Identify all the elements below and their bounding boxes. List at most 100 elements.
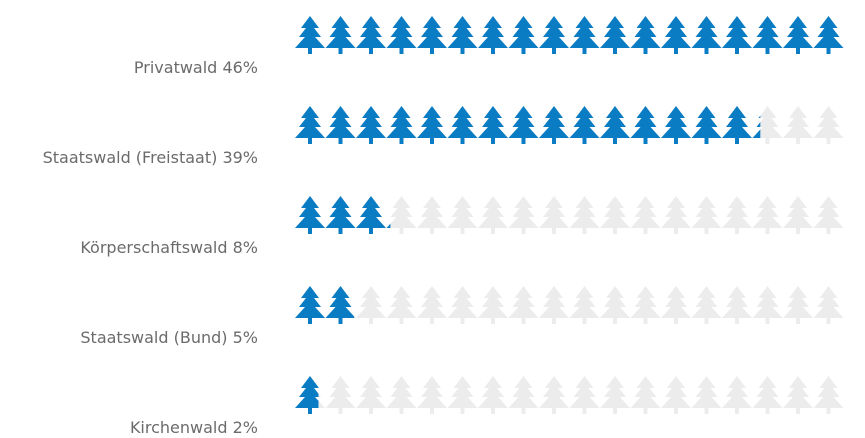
filled-trees — [295, 286, 355, 324]
pine-tree-icon-empty — [722, 196, 752, 234]
tree-row — [295, 286, 844, 324]
pine-tree-icon-filled — [295, 106, 325, 144]
pine-tree-icon-empty — [691, 376, 722, 414]
pine-tree-icon-filled — [325, 196, 356, 234]
pine-tree-icon-filled — [783, 16, 813, 54]
pine-tree-icon-empty — [722, 376, 752, 414]
pine-tree-icon-filled — [447, 106, 478, 144]
pine-tree-icon-empty — [569, 196, 600, 234]
filled-trees — [295, 16, 844, 54]
pine-tree-icon-empty — [325, 376, 356, 414]
pine-tree-icon-empty — [600, 376, 630, 414]
row-label: Staatswald (Bund) 5% — [0, 328, 258, 348]
pine-tree-icon-filled — [600, 106, 630, 144]
pine-tree-icon-filled — [508, 16, 539, 54]
pine-tree-icon-empty — [691, 196, 722, 234]
pine-tree-icon-empty — [478, 196, 508, 234]
row-label: Staatswald (Freistaat) 39% — [0, 148, 258, 168]
tree-pictogram — [295, 16, 844, 414]
category-value-label: 2% — [232, 418, 258, 437]
category-value-label: 5% — [232, 328, 258, 347]
pine-tree-icon-filled — [295, 286, 325, 324]
pine-tree-icon-empty — [661, 376, 691, 414]
pine-tree-icon-filled — [752, 16, 783, 54]
pine-tree-icon-filled — [295, 376, 319, 414]
pine-tree-icon-empty — [569, 286, 600, 324]
pine-tree-icon-filled — [386, 106, 417, 144]
pine-tree-icon-empty — [508, 376, 539, 414]
pine-tree-icon-filled — [325, 16, 356, 54]
pine-tree-icon-filled — [539, 106, 569, 144]
pine-tree-icon-empty — [783, 196, 813, 234]
pine-tree-icon-filled — [539, 16, 569, 54]
pine-tree-icon-empty — [417, 196, 447, 234]
filled-trees — [295, 106, 761, 144]
pine-tree-icon-filled — [386, 16, 417, 54]
pine-tree-icon-empty — [752, 196, 783, 234]
pine-tree-icon-empty — [752, 106, 783, 144]
pine-tree-icon-empty — [813, 106, 844, 144]
pine-tree-icon-empty — [722, 286, 752, 324]
pine-tree-icon-empty — [417, 286, 447, 324]
pine-tree-icon-empty — [813, 376, 844, 414]
row-label: Körperschaftswald 8% — [0, 238, 258, 258]
pine-tree-icon-filled — [569, 106, 600, 144]
row-label: Privatwald 46% — [0, 58, 258, 78]
pine-tree-icon-empty — [661, 196, 691, 234]
pine-tree-icon-filled — [722, 16, 752, 54]
category-value-label: 39% — [222, 148, 258, 167]
pine-tree-icon-filled — [661, 106, 691, 144]
filled-trees — [295, 376, 319, 414]
pine-tree-icon-filled — [569, 16, 600, 54]
pine-tree-icon-empty — [539, 286, 569, 324]
pine-tree-icon-empty — [630, 376, 661, 414]
pine-tree-icon-empty — [752, 376, 783, 414]
tree-row — [295, 106, 844, 144]
pine-tree-icon-filled — [295, 196, 325, 234]
pine-tree-icon-filled — [417, 16, 447, 54]
pine-tree-icon-empty — [447, 376, 478, 414]
tree-row — [295, 16, 844, 54]
pine-tree-icon-filled — [325, 106, 356, 144]
pine-tree-icon-empty — [783, 286, 813, 324]
pine-tree-icon-filled — [356, 106, 386, 144]
pine-tree-icon-empty — [386, 286, 417, 324]
pine-tree-icon-filled — [813, 16, 844, 54]
pine-tree-icon-filled — [722, 106, 752, 144]
pine-tree-icon-empty — [569, 376, 600, 414]
pine-tree-icon-empty — [417, 376, 447, 414]
row-label: Kirchenwald 2% — [0, 418, 258, 438]
pine-tree-icon-empty — [813, 196, 844, 234]
category-name: Privatwald — [133, 58, 218, 77]
pine-tree-icon-empty — [630, 196, 661, 234]
pine-tree-icon-filled — [630, 106, 661, 144]
pine-tree-icon-empty — [783, 376, 813, 414]
pine-tree-icon-empty — [600, 286, 630, 324]
pine-tree-icon-empty — [478, 286, 508, 324]
pine-tree-icon-empty — [539, 196, 569, 234]
category-name: Körperschaftswald — [80, 238, 228, 257]
category-value-label: 8% — [232, 238, 258, 257]
pine-tree-icon-filled — [325, 286, 355, 324]
forest-ownership-chart: Privatwald 46% Staatswald (Freistaat) 39%… — [0, 16, 844, 437]
pine-tree-icon-empty — [600, 196, 630, 234]
pine-tree-icon-filled — [691, 16, 722, 54]
pine-tree-icon-empty — [630, 286, 661, 324]
pine-tree-icon-filled — [447, 16, 478, 54]
pine-tree-icon-empty — [386, 376, 417, 414]
pine-tree-icon-empty — [447, 196, 478, 234]
pine-tree-icon-filled — [691, 106, 722, 144]
pine-tree-icon-empty — [783, 106, 813, 144]
category-name: Staatswald (Bund) — [80, 328, 228, 347]
pine-tree-icon-filled — [478, 16, 508, 54]
pine-tree-icon-filled — [600, 16, 630, 54]
tree-row — [295, 376, 844, 414]
pine-tree-icon-empty — [661, 286, 691, 324]
pine-tree-icon-empty — [478, 376, 508, 414]
tree-row — [295, 196, 844, 234]
pine-tree-icon-empty — [356, 286, 386, 324]
pine-tree-icon-empty — [539, 376, 569, 414]
pine-tree-icon-filled — [295, 16, 325, 54]
pine-tree-icon-filled — [508, 106, 539, 144]
pine-tree-icon-empty — [508, 286, 539, 324]
